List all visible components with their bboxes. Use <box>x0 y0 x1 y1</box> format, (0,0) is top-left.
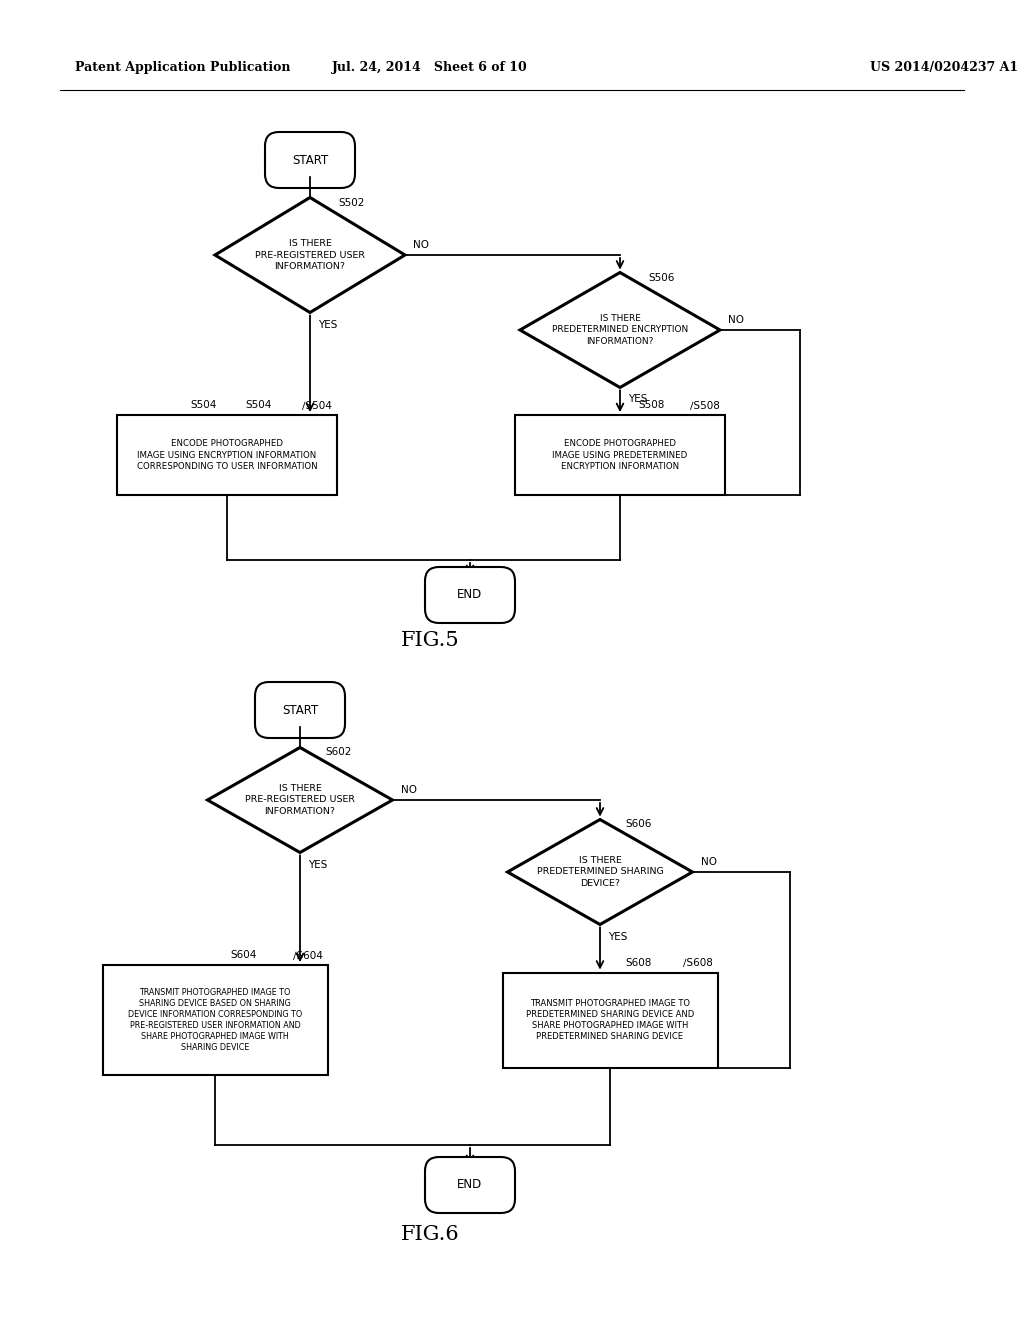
Text: S504: S504 <box>190 400 217 411</box>
Text: ∕S608: ∕S608 <box>683 957 713 968</box>
Text: S508: S508 <box>638 400 665 411</box>
Text: END: END <box>458 1179 482 1192</box>
Text: YES: YES <box>628 395 647 404</box>
Text: Jul. 24, 2014   Sheet 6 of 10: Jul. 24, 2014 Sheet 6 of 10 <box>332 62 528 74</box>
Bar <box>515 414 725 495</box>
Text: ∕S508: ∕S508 <box>690 400 720 411</box>
Text: TRANSMIT PHOTOGRAPHED IMAGE TO
SHARING DEVICE BASED ON SHARING
DEVICE INFORMATIO: TRANSMIT PHOTOGRAPHED IMAGE TO SHARING D… <box>128 987 302 1052</box>
Text: ∕S604: ∕S604 <box>293 950 323 960</box>
Polygon shape <box>215 198 406 313</box>
Text: IS THERE
PREDETERMINED ENCRYPTION
INFORMATION?: IS THERE PREDETERMINED ENCRYPTION INFORM… <box>552 314 688 346</box>
Text: TRANSMIT PHOTOGRAPHED IMAGE TO
PREDETERMINED SHARING DEVICE AND
SHARE PHOTOGRAPH: TRANSMIT PHOTOGRAPHED IMAGE TO PREDETERM… <box>526 999 694 1041</box>
Text: IS THERE
PRE-REGISTERED USER
INFORMATION?: IS THERE PRE-REGISTERED USER INFORMATION… <box>255 239 365 271</box>
Text: ENCODE PHOTOGRAPHED
IMAGE USING PREDETERMINED
ENCRYPTION INFORMATION: ENCODE PHOTOGRAPHED IMAGE USING PREDETER… <box>552 440 688 471</box>
Text: NO: NO <box>400 785 417 795</box>
Text: START: START <box>292 153 328 166</box>
Bar <box>117 414 337 495</box>
Text: S506: S506 <box>648 273 675 282</box>
Text: YES: YES <box>608 932 628 941</box>
Text: S602: S602 <box>325 747 351 756</box>
Text: ENCODE PHOTOGRAPHED
IMAGE USING ENCRYPTION INFORMATION
CORRESPONDING TO USER INF: ENCODE PHOTOGRAPHED IMAGE USING ENCRYPTI… <box>136 440 317 471</box>
Text: S604: S604 <box>230 950 256 960</box>
Text: IS THERE
PRE-REGISTERED USER
INFORMATION?: IS THERE PRE-REGISTERED USER INFORMATION… <box>245 784 355 816</box>
Polygon shape <box>208 747 392 853</box>
Bar <box>503 973 718 1068</box>
Text: END: END <box>458 589 482 602</box>
Text: Patent Application Publication: Patent Application Publication <box>75 62 291 74</box>
Text: NO: NO <box>700 857 717 867</box>
FancyBboxPatch shape <box>425 568 515 623</box>
FancyBboxPatch shape <box>255 682 345 738</box>
Text: START: START <box>282 704 318 717</box>
Text: YES: YES <box>318 319 337 330</box>
Text: S504: S504 <box>245 400 271 411</box>
Text: FIG.6: FIG.6 <box>400 1225 460 1245</box>
Polygon shape <box>508 820 692 924</box>
Text: YES: YES <box>308 859 328 870</box>
Text: S606: S606 <box>625 818 651 829</box>
Text: FIG.5: FIG.5 <box>400 631 460 649</box>
Polygon shape <box>520 272 720 388</box>
Text: ∕S504: ∕S504 <box>302 400 332 411</box>
Text: NO: NO <box>413 240 429 249</box>
Bar <box>102 965 328 1074</box>
Text: IS THERE
PREDETERMINED SHARING
DEVICE?: IS THERE PREDETERMINED SHARING DEVICE? <box>537 857 664 887</box>
Text: S502: S502 <box>338 198 365 209</box>
Text: US 2014/0204237 A1: US 2014/0204237 A1 <box>870 62 1018 74</box>
Text: NO: NO <box>728 315 744 325</box>
FancyBboxPatch shape <box>425 1158 515 1213</box>
FancyBboxPatch shape <box>265 132 355 187</box>
Text: S608: S608 <box>625 957 651 968</box>
